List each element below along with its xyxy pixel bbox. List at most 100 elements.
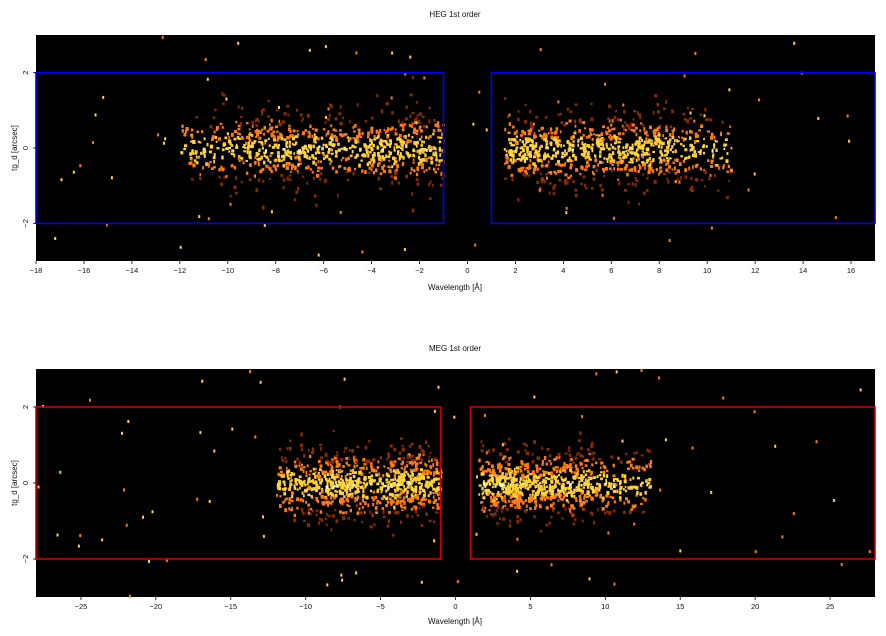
count-pixel <box>353 130 356 133</box>
count-pixel <box>352 137 356 140</box>
count-pixel <box>278 466 282 470</box>
count-pixel <box>403 248 406 251</box>
count-pixel <box>591 463 594 467</box>
count-pixel <box>602 473 605 478</box>
count-pixel <box>519 466 521 470</box>
count-pixel <box>392 482 396 485</box>
count-pixel <box>568 156 571 161</box>
count-pixel <box>555 466 559 469</box>
count-pixel <box>432 153 435 156</box>
count-pixel <box>319 468 322 472</box>
count-pixel <box>288 127 291 130</box>
count-pixel <box>513 473 516 477</box>
count-pixel <box>672 161 675 164</box>
count-pixel <box>633 485 636 489</box>
count-pixel <box>544 152 546 157</box>
count-pixel <box>248 178 252 181</box>
count-pixel <box>261 112 263 116</box>
count-pixel <box>337 463 341 467</box>
count-pixel <box>222 143 226 147</box>
count-pixel <box>336 451 339 454</box>
count-pixel <box>418 119 420 123</box>
count-pixel <box>609 167 612 171</box>
count-pixel <box>625 165 628 168</box>
count-pixel <box>599 150 602 154</box>
count-pixel <box>379 187 382 191</box>
count-pixel <box>300 480 303 484</box>
count-pixel <box>408 124 411 128</box>
count-pixel <box>377 460 380 464</box>
count-pixel <box>568 466 571 469</box>
count-pixel <box>618 181 621 186</box>
count-pixel <box>271 146 276 149</box>
count-pixel <box>164 137 167 141</box>
count-pixel <box>415 129 419 133</box>
count-pixel <box>601 507 605 511</box>
count-pixel <box>689 136 692 140</box>
count-pixel <box>359 511 363 515</box>
count-pixel <box>588 158 592 161</box>
count-pixel <box>619 460 623 464</box>
count-pixel <box>345 492 348 496</box>
count-pixel <box>341 481 345 485</box>
count-pixel <box>387 128 390 131</box>
count-pixel <box>289 129 292 134</box>
count-pixel <box>301 491 304 495</box>
count-pixel <box>505 501 508 504</box>
count-pixel <box>340 458 344 462</box>
count-pixel <box>328 141 331 144</box>
count-pixel <box>310 508 313 511</box>
count-pixel <box>389 141 392 145</box>
count-pixel <box>435 461 439 465</box>
count-pixel <box>273 139 277 142</box>
count-pixel <box>362 498 364 503</box>
count-pixel <box>288 134 291 139</box>
count-pixel <box>345 148 348 152</box>
count-pixel <box>545 462 548 466</box>
count-pixel <box>501 484 505 487</box>
count-pixel <box>357 484 360 488</box>
count-pixel <box>363 143 367 148</box>
count-pixel <box>383 169 385 173</box>
count-pixel <box>550 156 554 160</box>
count-pixel <box>339 498 343 502</box>
count-pixel <box>391 126 394 130</box>
count-pixel <box>706 130 710 133</box>
count-pixel <box>389 497 392 500</box>
count-pixel <box>619 480 622 485</box>
count-pixel <box>403 501 406 505</box>
count-pixel <box>405 105 408 109</box>
count-pixel <box>430 145 433 149</box>
count-pixel <box>494 512 497 516</box>
count-pixel <box>286 447 289 450</box>
count-pixel <box>663 154 667 157</box>
count-pixel <box>328 147 332 151</box>
count-pixel <box>508 524 512 528</box>
count-pixel <box>397 500 400 505</box>
count-pixel <box>598 474 602 477</box>
count-pixel <box>391 180 394 185</box>
count-pixel <box>424 498 426 501</box>
count-pixel <box>203 137 206 141</box>
count-pixel <box>395 479 398 482</box>
count-pixel <box>291 494 294 499</box>
count-pixel <box>684 148 688 152</box>
count-pixel <box>545 133 548 137</box>
count-pixel <box>393 473 396 478</box>
count-pixel <box>392 500 395 504</box>
count-pixel <box>294 464 298 468</box>
count-pixel <box>315 513 318 517</box>
count-pixel <box>213 153 216 157</box>
count-pixel <box>210 167 214 170</box>
count-pixel <box>553 138 556 142</box>
count-pixel <box>525 157 529 161</box>
count-pixel <box>428 481 430 484</box>
count-pixel <box>522 154 525 158</box>
count-pixel <box>230 164 234 168</box>
count-pixel <box>258 157 262 161</box>
count-pixel <box>420 499 423 502</box>
count-pixel <box>507 482 510 486</box>
count-pixel <box>367 503 370 508</box>
count-pixel <box>611 128 615 131</box>
count-pixel <box>545 137 548 141</box>
